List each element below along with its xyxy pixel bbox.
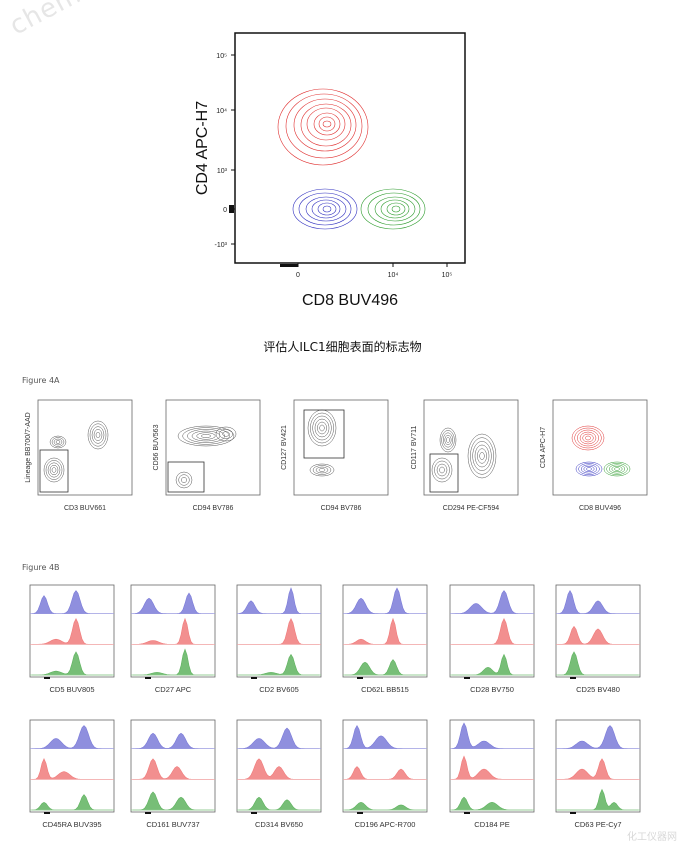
main-xtick-3: 10⁵ (442, 272, 453, 279)
fig4b-label-10: CD196 APC-R700 (355, 820, 416, 829)
fig4a-xlabel-2: CD94 BV786 (193, 505, 234, 512)
fig4b-panel-4: CD62L BB515 (342, 584, 428, 694)
fig4b-label-5: CD28 BV750 (470, 685, 514, 694)
fig4b-panel-9: CD314 BV650 (236, 719, 322, 829)
blue-population-contours (292, 188, 358, 230)
site-logo: 化工仪器网 (627, 832, 677, 843)
fig4a-xlabel-1: CD3 BUV661 (64, 505, 106, 512)
fig4a-panel-4: CD294 PE-CF594 CD117 BV711 (411, 399, 519, 512)
fig4b-panel-1: CD5 BUV805 (29, 584, 115, 694)
green-population-contours (360, 188, 426, 230)
main-y-ticks: 10⁵ 10⁴ 10³ 0 -10³ (215, 53, 228, 249)
fig4a-ylabel-3: CD127 BV421 (281, 425, 288, 470)
figure-4b-histograms: CD5 BUV805 CD27 APC CD2 BV605 CD62L BB515 CD… (29, 584, 641, 829)
fig4a-ylabel-4: CD117 BV711 (411, 426, 418, 470)
watermark: chem17.com (5, 0, 177, 41)
main-y-label: CD4 APC-H7 (194, 101, 211, 195)
fig4b-panel-8: CD161 BUV737 (130, 719, 216, 829)
main-ytick-1: 10⁵ (216, 53, 227, 60)
figure-4a-title: Figure 4A (22, 376, 60, 385)
fig4b-panel-3: CD2 BV605 (236, 584, 322, 694)
main-x-label: CD8 BUV496 (302, 292, 398, 309)
fig4b-label-1: CD5 BUV805 (49, 685, 94, 694)
fig4b-panel-5: CD28 BV750 (449, 584, 535, 694)
fig4a-xlabel-3: CD94 BV786 (321, 505, 362, 512)
main-ytick-2: 10⁴ (216, 108, 227, 115)
fig4a-ylabel-5: CD4 APC-H7 (540, 427, 547, 468)
main-xtick-2: 10⁴ (388, 272, 399, 279)
main-contour-plot: 10⁵ 10⁴ 10³ 0 -10³ 0 10⁴ 10⁵ (194, 32, 466, 309)
fig4a-xlabel-4: CD294 PE-CF594 (443, 505, 500, 512)
fig4b-label-7: CD45RA BUV395 (42, 820, 101, 829)
fig4b-panel-12: CD63 PE-Cy7 (555, 719, 641, 829)
fig4b-panel-2: CD27 APC (130, 584, 216, 694)
fig4b-label-3: CD2 BV605 (259, 685, 299, 694)
fig4a-panel-3: CD94 BV786 CD127 BV421 (281, 399, 389, 512)
fig4b-panel-7: CD45RA BUV395 (29, 719, 115, 829)
fig4a-panel-1: CD3 BUV661 Lineage BB700/7-AAD (25, 399, 133, 512)
fig4b-label-2: CD27 APC (155, 685, 192, 694)
red-population-contours (277, 88, 369, 166)
main-ytick-4: 0 (223, 207, 227, 214)
fig4b-panel-6: CD25 BV480 (555, 584, 641, 694)
fig4b-label-8: CD161 BUV737 (146, 820, 199, 829)
figure-4b-title: Figure 4B (22, 563, 60, 572)
fig4b-label-6: CD25 BV480 (576, 685, 620, 694)
fig4a-ylabel-1: Lineage BB700/7-AAD (25, 412, 32, 482)
fig4b-label-4: CD62L BB515 (361, 685, 409, 694)
fig4a-panel-5: CD8 BUV496 CD4 APC-H7 (540, 399, 648, 512)
fig4b-label-9: CD314 BV650 (255, 820, 303, 829)
fig4b-label-11: CD184 PE (474, 820, 509, 829)
main-xtick-1: 0 (296, 272, 300, 279)
figure-caption: 评估人ILC1细胞表面的标志物 (263, 340, 422, 354)
fig4b-label-12: CD63 PE-Cy7 (574, 820, 621, 829)
fig4a-xlabel-5: CD8 BUV496 (579, 505, 621, 512)
fig4b-panel-11: CD184 PE (449, 719, 535, 829)
main-ytick-5: -10³ (215, 242, 228, 249)
fig4a-ylabel-2: CD56 BUV563 (153, 424, 160, 470)
fig4b-panel-10: CD196 APC-R700 (342, 719, 428, 829)
main-ytick-3: 10³ (217, 168, 228, 175)
fig4a-panel-2: CD94 BV786 CD56 BUV563 (153, 399, 261, 512)
